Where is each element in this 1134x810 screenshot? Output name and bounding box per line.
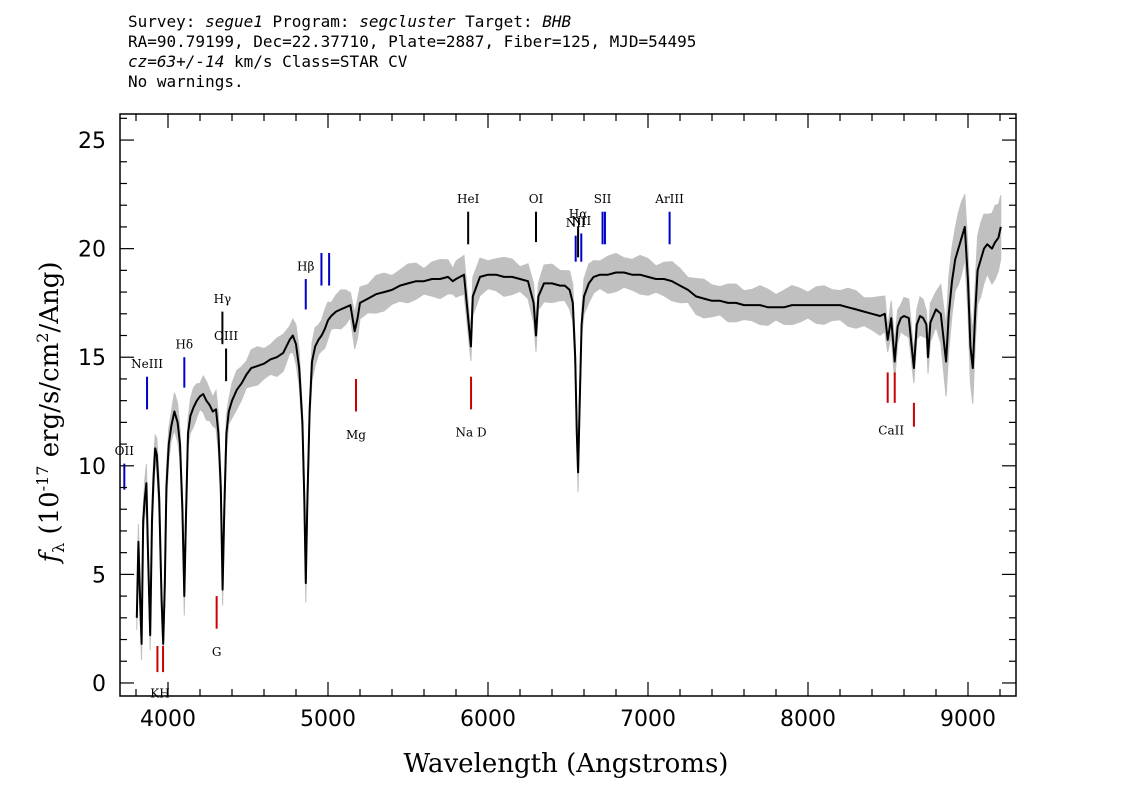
header-line-warnings: No warnings. xyxy=(128,72,244,91)
plot-frame xyxy=(119,113,1017,697)
x-tick-label: 4000 xyxy=(140,707,196,732)
line-marker-label-19: Na D xyxy=(455,426,486,440)
spectrum-header: Survey: segue1 Program: segcluster Targe… xyxy=(128,12,696,92)
x-tick-label: 8000 xyxy=(780,707,836,732)
line-marker-label-3: Hγ xyxy=(214,292,232,306)
axes: 4000 5000 6000 7000 8000 9000 0 5 10 15 20 25 xyxy=(78,113,1017,732)
y-axis-title: fλ (10-17 erg/s/cm2/Ang) xyxy=(33,261,68,564)
line-marker-label-16: G xyxy=(212,645,222,659)
line-marker-label-13: SII xyxy=(594,192,612,206)
x-tick-label: 5000 xyxy=(300,707,356,732)
line-marker-label-1: NeIII xyxy=(131,357,163,371)
y-tick-label: 15 xyxy=(78,346,106,371)
line-marker-label-5: Hβ xyxy=(297,259,314,273)
line-marker-label-10: NII xyxy=(566,216,586,230)
noise-band-area xyxy=(136,192,1002,661)
line-marker-label-8: HeI xyxy=(457,192,480,206)
flux-line xyxy=(135,225,1002,645)
x-tick-label: 7000 xyxy=(620,707,676,732)
spectrum-series xyxy=(135,225,1002,645)
x-axis-title: Wavelength (Angstroms) xyxy=(404,749,729,779)
y-tick-label: 0 xyxy=(92,672,106,697)
line-marker-label-15: ArIII xyxy=(654,192,684,206)
line-marker-label-17: KH xyxy=(150,686,169,700)
line-marker-label-2: Hδ xyxy=(175,338,193,352)
y-tick-label: 20 xyxy=(78,238,106,263)
noise-band xyxy=(136,192,1002,661)
line-marker-label-9: OI xyxy=(529,192,544,206)
y-tick-label: 25 xyxy=(78,129,106,154)
y-tick-label: 10 xyxy=(78,455,106,480)
x-tick-label: 6000 xyxy=(460,707,516,732)
line-marker-label-11: Hα xyxy=(569,207,588,221)
header-line-survey: Survey: segue1 Program: segcluster Targe… xyxy=(128,12,572,31)
line-marker-label-20: CaII xyxy=(878,424,904,438)
line-marker-label-12: NII xyxy=(571,214,591,228)
header-line-coordinates: RA=90.79199, Dec=22.37710, Plate=2887, F… xyxy=(128,32,697,51)
line-marker-label-18: Mg xyxy=(346,428,366,442)
line-marker-label-4: OIII xyxy=(214,329,238,343)
header-line-redshift: cz=63+/-14 km/s Class=STAR CV xyxy=(128,52,408,71)
y-tick-label: 5 xyxy=(92,563,106,588)
x-tick-label: 9000 xyxy=(940,707,996,732)
line-marker-label-0: OII xyxy=(115,444,135,458)
